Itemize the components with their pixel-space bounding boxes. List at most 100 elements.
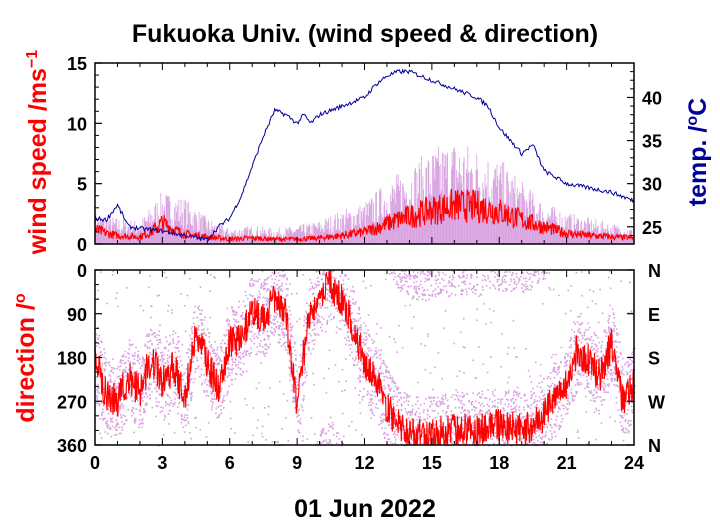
direction-sample-dot — [628, 386, 630, 388]
direction-sample-dot — [281, 274, 284, 277]
direction-sample-dot — [425, 299, 427, 302]
direction-sample-dot — [439, 402, 442, 405]
direction-sample-dot — [167, 395, 169, 397]
direction-sample-dot — [466, 414, 468, 416]
direction-sample-dot — [193, 311, 195, 314]
direction-sample-dot — [289, 373, 291, 376]
direction-sample-dot — [243, 355, 245, 358]
direction-sample-dot — [413, 316, 415, 318]
direction-sample-dot — [441, 397, 443, 400]
direction-sample-dot — [572, 369, 575, 371]
direction-sample-dot — [103, 370, 106, 373]
direction-sample-dot — [444, 412, 447, 415]
direction-sample-dot — [155, 401, 158, 403]
direction-sample-dot — [415, 288, 417, 290]
direction-sample-dot — [338, 380, 340, 383]
direction-sample-dot — [532, 274, 535, 277]
direction-sample-dot — [565, 353, 567, 355]
direction-sample-dot — [561, 383, 564, 385]
direction-sample-dot — [186, 408, 189, 411]
direction-sample-dot — [286, 277, 288, 280]
direction-sample-dot — [409, 304, 411, 306]
direction-sample-dot — [515, 391, 517, 394]
direction-sample-dot — [501, 278, 503, 281]
direction-sample-dot — [119, 406, 122, 408]
direction-sample-dot — [232, 361, 234, 363]
direction-sample-dot — [419, 273, 422, 275]
direction-sample-dot — [427, 294, 430, 296]
direction-sample-dot — [455, 389, 457, 391]
direction-sample-dot — [264, 343, 266, 346]
direction-sample-dot — [571, 400, 574, 402]
direction-sample-dot — [520, 412, 523, 415]
direction-sample-dot — [196, 359, 198, 362]
direction-sample-dot — [554, 431, 556, 433]
direction-sample-dot — [326, 293, 329, 295]
direction-sample-dot — [370, 373, 373, 375]
direction-sample-dot — [112, 270, 114, 273]
direction-sample-dot — [289, 324, 291, 326]
direction-sample-dot — [527, 273, 530, 275]
direction-sample-dot — [581, 370, 584, 373]
direction-sample-dot — [385, 433, 388, 436]
direction-sample-dot — [194, 368, 197, 370]
direction-sample-dot — [328, 291, 331, 293]
direction-sample-dot — [385, 375, 387, 378]
direction-sample-dot — [289, 342, 292, 344]
direction-sample-dot — [138, 426, 140, 429]
direction-sample-dot — [364, 377, 367, 379]
direction-sample-dot — [330, 301, 333, 304]
direction-sample-dot — [597, 386, 599, 388]
direction-sample-dot — [296, 320, 298, 323]
direction-sample-dot — [445, 290, 448, 293]
direction-sample-dot — [283, 342, 286, 344]
direction-sample-dot — [112, 367, 115, 369]
direction-sample-dot — [415, 290, 418, 292]
direction-sample-dot — [496, 406, 499, 408]
direction-sample-dot — [405, 393, 408, 396]
direction-sample-dot — [598, 413, 600, 415]
direction-sample-dot — [507, 403, 510, 405]
direction-sample-dot — [621, 411, 623, 414]
direction-sample-dot — [218, 414, 221, 416]
direction-sample-dot — [364, 343, 367, 345]
direction-sample-dot — [365, 287, 367, 289]
direction-sample-dot — [105, 357, 107, 360]
direction-sample-dot — [536, 400, 538, 402]
direction-sample-dot — [372, 342, 374, 344]
direction-sample-dot — [229, 374, 231, 376]
direction-sample-dot — [451, 437, 453, 439]
direction-sample-dot — [320, 442, 322, 445]
direction-sample-dot — [513, 278, 515, 280]
direction-sample-dot — [271, 295, 273, 297]
direction-sample-dot — [311, 321, 314, 324]
direction-sample-dot — [163, 418, 166, 421]
direction-sample-dot — [205, 390, 208, 392]
direction-sample-dot — [631, 385, 633, 388]
direction-sample-dot — [481, 439, 483, 441]
direction-sample-dot — [529, 273, 532, 275]
direction-sample-dot — [439, 403, 442, 406]
direction-sample-dot — [598, 377, 600, 380]
direction-sample-dot — [438, 432, 441, 435]
direction-sample-dot — [346, 288, 348, 290]
direction-sample-dot — [497, 274, 499, 277]
direction-sample-dot — [99, 432, 101, 435]
direction-sample-dot — [371, 356, 374, 359]
direction-sample-dot — [631, 353, 633, 356]
direction-sample-dot — [382, 421, 384, 423]
direction-sample-dot — [399, 273, 401, 275]
wind-speed-series — [94, 188, 635, 244]
direction-sample-dot — [439, 289, 442, 292]
direction-sample-dot — [597, 321, 600, 324]
direction-sample-dot — [168, 404, 171, 407]
direction-sample-dot — [589, 371, 592, 373]
direction-sample-dot — [594, 438, 597, 441]
direction-sample-dot — [503, 431, 506, 433]
direction-sample-dot — [385, 371, 388, 374]
direction-sample-dot — [538, 435, 540, 437]
direction-sample-dot — [305, 317, 308, 319]
direction-sample-dot — [453, 433, 456, 435]
direction-sample-dot — [298, 318, 301, 320]
direction-sample-dot — [329, 416, 332, 419]
